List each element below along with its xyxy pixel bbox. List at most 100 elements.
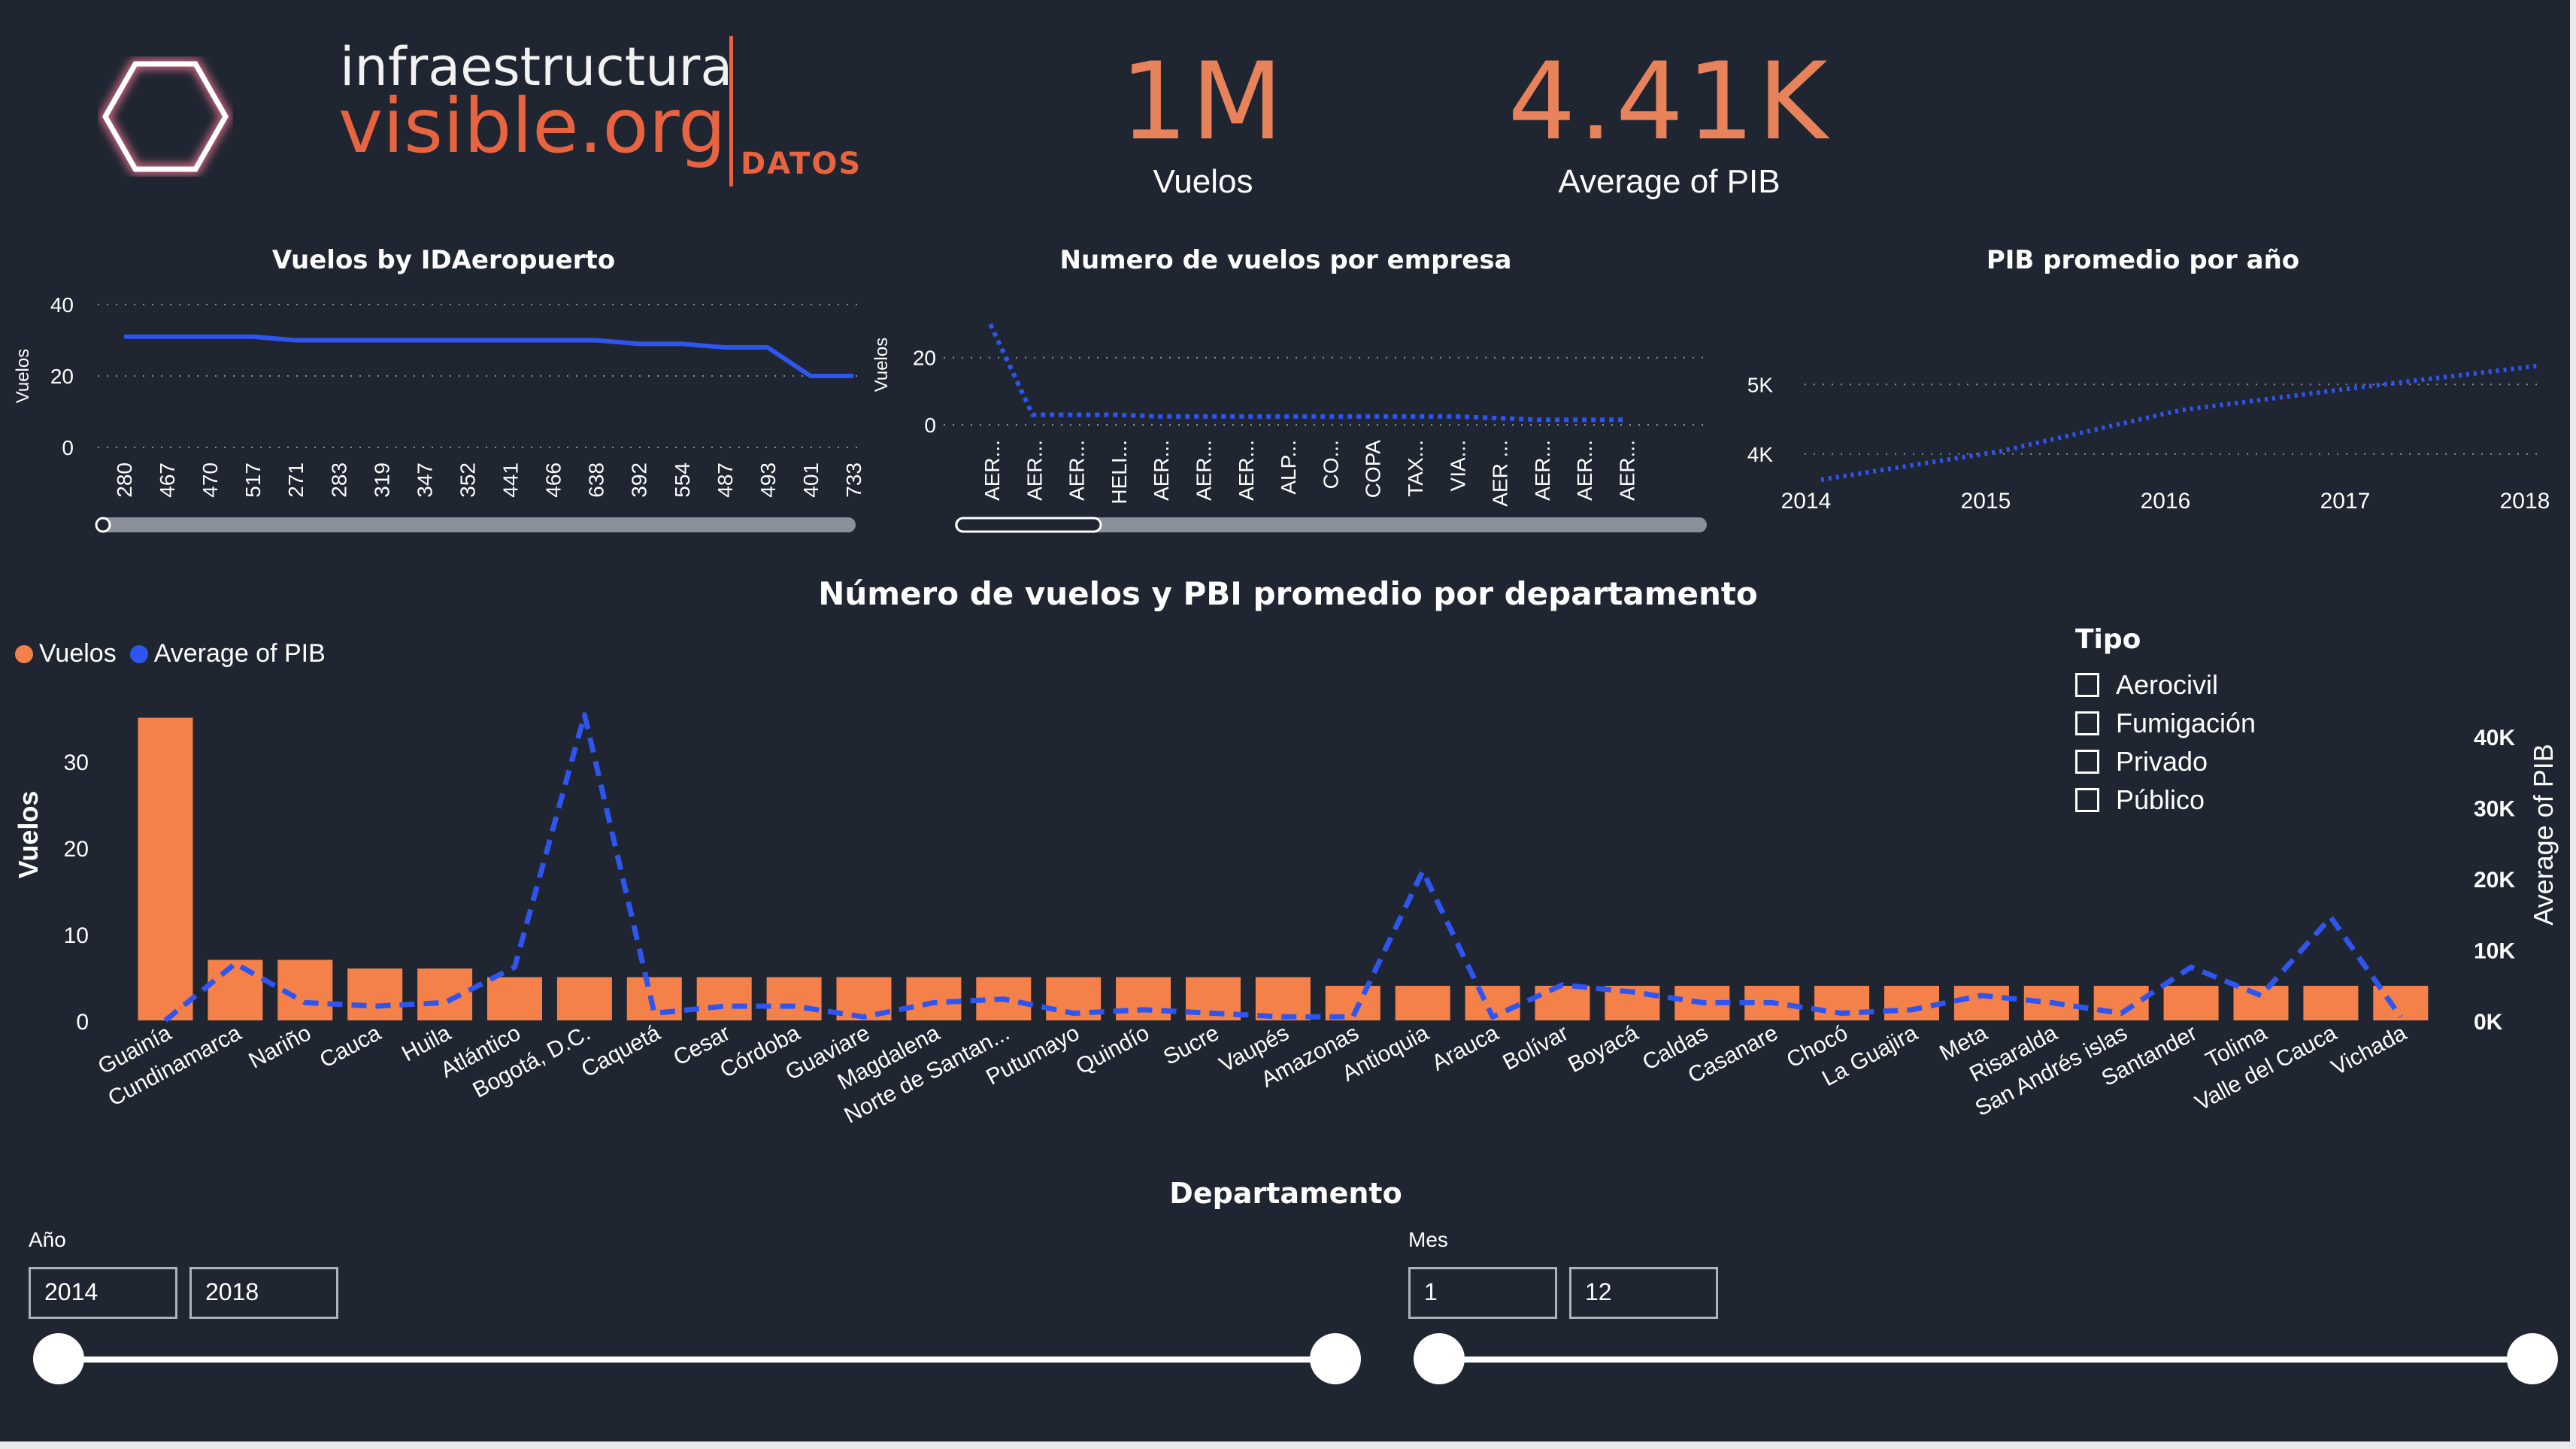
tipo-option-label: Fumigación [2116, 707, 2256, 738]
bar [1116, 977, 1171, 1020]
x-tick-label: Quindío [1072, 1020, 1153, 1079]
tipo-option-aerocivil[interactable]: Aerocivil [2075, 665, 2256, 704]
mes-to-input[interactable]: 12 [1569, 1267, 1718, 1319]
checkbox-icon[interactable] [2075, 787, 2099, 812]
pib-por-anio-chart: 5K 4K 2014 2015 2016 2017 2018 [1747, 363, 2550, 514]
x-tick-label: 271 [284, 462, 308, 498]
x-tick-label: Bolívar [1499, 1020, 1572, 1075]
bar [138, 717, 193, 1020]
tipo-option-publico[interactable]: Público [2075, 781, 2256, 819]
bar [347, 969, 403, 1020]
scrollbar [96, 517, 856, 532]
main-legend: Vuelos Average of PIB [15, 639, 326, 668]
checkbox-icon[interactable] [2075, 672, 2099, 697]
x-tick-label: AER ... [1489, 440, 1512, 507]
mes-slider-handle-end[interactable] [2507, 1333, 2558, 1384]
legend-vuelos-dot [15, 644, 33, 663]
x-tick-label: Cauca [316, 1020, 385, 1073]
x-tick-label: Boyacá [1564, 1020, 1642, 1078]
x-tick-label: AER... [980, 440, 1004, 501]
kpi-vuelos-value: 1M [1120, 40, 1286, 164]
y-tick-label: 4K [1747, 443, 1774, 466]
tipo-option-privado[interactable]: Privado [2075, 742, 2256, 781]
series-line [988, 323, 1626, 423]
x-tick-label: AER... [1235, 440, 1258, 501]
bar [1535, 986, 1590, 1020]
x-tick-label: 487 [714, 462, 737, 498]
bar [556, 977, 612, 1020]
bar [487, 977, 542, 1020]
tipo-title: Tipo [2075, 624, 2141, 655]
x-tick-label: 467 [156, 462, 179, 498]
y-axis-label: Vuelos [13, 349, 33, 404]
tipo-option-fumigacion[interactable]: Fumigación [2075, 704, 2256, 742]
y-tick-label: 20 [50, 365, 74, 388]
tipo-option-label: Aerocivil [2116, 668, 2219, 700]
y2-tick-label: 30K [2474, 797, 2515, 822]
x-tick-label: VIA... [1446, 440, 1469, 491]
x-tick-label: 470 [199, 462, 222, 498]
anio-slider-handle-start[interactable] [33, 1333, 84, 1384]
x-tick-label: 733 [842, 462, 865, 498]
y2-tick-label: 10K [2474, 939, 2515, 964]
window-edge [2570, 0, 2576, 1449]
x-tick-label: 554 [671, 462, 694, 498]
pib-line [163, 712, 2403, 1023]
x-tick-label: AER... [1193, 440, 1216, 501]
bar [417, 969, 473, 1020]
kpi-pib-label: Average of PIB [1558, 163, 1780, 200]
vuelos-pib-departamento-chart: 30 20 10 0 40K 30K 20K 10K 0K Vuelos Average of PI… [13, 712, 2559, 1128]
y-tick-label: 5K [1747, 373, 1774, 396]
y-axis-label: Vuelos [872, 338, 892, 393]
logo-line2: visible.org [338, 82, 726, 170]
tipo-option-label: Público [2116, 784, 2205, 815]
checkbox-icon[interactable] [2075, 711, 2099, 735]
y-tick-label: 0 [62, 436, 74, 459]
x-tick-label: 2017 [2320, 489, 2371, 514]
x-tick-label: 638 [585, 462, 608, 498]
x-tick-label: 319 [370, 462, 393, 498]
x-tick-label: 2018 [2500, 489, 2550, 514]
y-tick-label: 0 [76, 1010, 89, 1035]
bar [1884, 986, 1939, 1020]
kpi-vuelos-label: Vuelos [1153, 163, 1253, 200]
x-tick-label: Vichada [2327, 1020, 2411, 1081]
y-axis-label: Vuelos [13, 791, 44, 879]
logo [98, 56, 233, 177]
bar [2303, 986, 2359, 1020]
anio-to-input[interactable]: 2018 [189, 1267, 338, 1319]
x-tick-label: 283 [327, 462, 350, 498]
y-tick-label: 0 [924, 414, 936, 437]
mes-from-input[interactable]: 1 [1408, 1267, 1557, 1319]
y-tick-label: 20 [64, 837, 89, 862]
x-tick-label: 466 [542, 462, 565, 498]
y-tick-label: 20 [913, 347, 936, 370]
tipo-slicer: Tipo Aerocivil Fumigación Privado Públic… [2075, 624, 2256, 819]
mes-slider-handle-start[interactable] [1414, 1333, 1465, 1384]
window-bottom-edge [0, 1441, 2576, 1449]
anio-slicer-label: Año [29, 1228, 66, 1251]
x-tick-label: AER... [1065, 440, 1089, 501]
mes-slider-track[interactable] [1439, 1357, 2532, 1363]
y2-tick-label: 0K [2474, 1010, 2503, 1035]
kpi-vuelos: 1M Vuelos [1068, 49, 1338, 201]
checkbox-icon[interactable] [2075, 749, 2099, 774]
anio-slider-track[interactable] [59, 1357, 1334, 1363]
x-tick-label: HELI... [1108, 440, 1131, 505]
scrollbar-handle [95, 517, 111, 533]
x-tick-label: ALP... [1277, 440, 1300, 495]
anio-from-input[interactable]: 2014 [29, 1267, 177, 1319]
x-tick-label: 493 [756, 462, 780, 498]
x-tick-label: AER... [1616, 440, 1639, 501]
vuelos-por-empresa-chart: 20 0 Vuelos AER... AER... AER... HELI... AER...… [872, 323, 1707, 533]
y-tick-label: 30 [64, 750, 89, 775]
bar [906, 977, 962, 1020]
x-tick-label: 2014 [1781, 489, 1832, 514]
chart4-title: Número de vuelos y PBI promedio por depa… [818, 575, 1758, 612]
anio-slider-handle-end[interactable] [1310, 1333, 1361, 1384]
series-line [124, 334, 853, 378]
scrollbar [955, 517, 1707, 532]
x-tick-label: 280 [113, 462, 136, 498]
x-tick-label: Caquetá [577, 1020, 665, 1083]
bar [1255, 977, 1311, 1020]
